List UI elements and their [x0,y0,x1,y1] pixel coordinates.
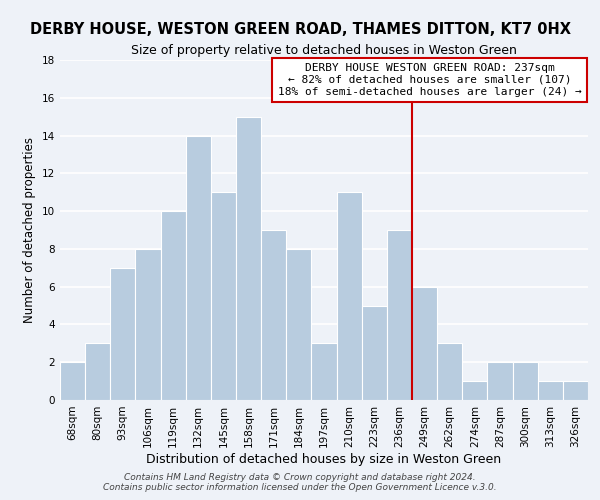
Text: DERBY HOUSE, WESTON GREEN ROAD, THAMES DITTON, KT7 0HX: DERBY HOUSE, WESTON GREEN ROAD, THAMES D… [29,22,571,38]
Bar [512,362,538,400]
Bar [311,344,337,400]
Bar [538,381,563,400]
Text: Contains HM Land Registry data © Crown copyright and database right 2024.: Contains HM Land Registry data © Crown c… [124,472,476,482]
Bar [211,192,236,400]
Text: Contains public sector information licensed under the Open Government Licence v.: Contains public sector information licen… [103,482,497,492]
Bar [487,362,512,400]
Bar [110,268,136,400]
Bar [286,249,311,400]
Bar [236,116,261,400]
Bar [412,286,437,400]
Text: DERBY HOUSE WESTON GREEN ROAD: 237sqm
← 82% of detached houses are smaller (107): DERBY HOUSE WESTON GREEN ROAD: 237sqm ← … [278,64,581,96]
Bar [161,211,186,400]
Bar [563,381,588,400]
Title: Size of property relative to detached houses in Weston Green: Size of property relative to detached ho… [131,44,517,58]
Bar [437,344,462,400]
Bar [85,344,110,400]
Bar [462,381,487,400]
Bar [362,306,387,400]
Y-axis label: Number of detached properties: Number of detached properties [23,137,37,323]
Bar [136,249,161,400]
Bar [60,362,85,400]
Bar [387,230,412,400]
Bar [261,230,286,400]
Bar [186,136,211,400]
X-axis label: Distribution of detached houses by size in Weston Green: Distribution of detached houses by size … [146,452,502,466]
Bar [337,192,362,400]
